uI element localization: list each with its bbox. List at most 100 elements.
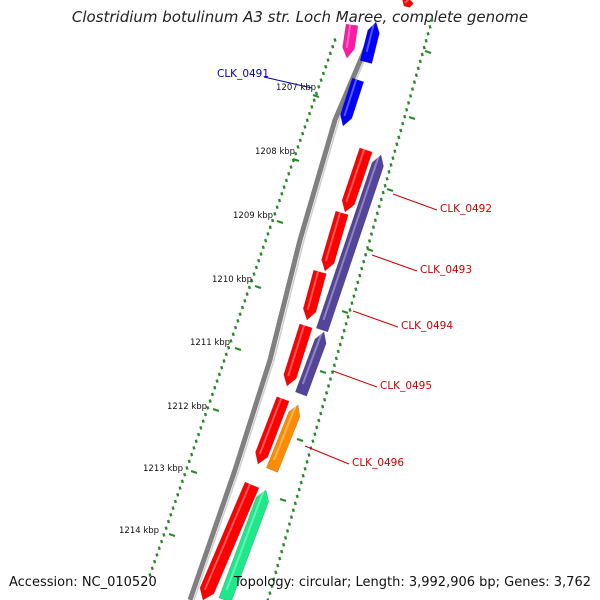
minor-tick: [272, 577, 276, 582]
minor-tick: [333, 38, 337, 42]
major-tick: [292, 157, 300, 163]
minor-tick: [358, 273, 362, 278]
minor-tick: [362, 259, 366, 264]
gene-arrow-shade: [345, 24, 352, 48]
minor-tick: [266, 598, 270, 600]
minor-tick: [294, 151, 298, 156]
minor-tick: [303, 466, 307, 471]
minor-tick: [408, 94, 413, 98]
gene-arrow-clk-0493: [321, 210, 349, 272]
minor-tick: [323, 397, 327, 402]
minor-tick: [199, 426, 203, 430]
minor-tick: [266, 232, 270, 236]
minor-tick: [412, 80, 417, 84]
gene-arrow-shade: [404, 0, 410, 4]
minor-tick: [187, 459, 191, 464]
minor-tick: [150, 566, 154, 571]
minor-tick: [406, 101, 411, 105]
gene-arrow-shade: [273, 403, 298, 461]
major-ticks: [168, 49, 432, 538]
major-tick: [319, 369, 327, 375]
minor-tick: [215, 379, 219, 383]
minor-tick: [213, 385, 217, 390]
minor-tick: [196, 432, 201, 437]
minor-tick: [379, 197, 383, 202]
minor-tick: [291, 508, 295, 513]
map-title: Clostridium botulinum A3 str. Loch Maree…: [71, 8, 529, 26]
minor-tick: [324, 64, 328, 69]
minor-tick: [414, 73, 418, 78]
gene-arrow-clk-0492: [341, 147, 373, 213]
major-tick: [279, 497, 287, 503]
gene-arrow: [342, 23, 359, 59]
gene-label-clk-0496: CLK_0496: [352, 457, 404, 469]
minor-tick: [190, 452, 194, 457]
labels: 1207 kbp 1208 kbp 1209 kbp 1210 kbp 1211 kbp…: [119, 68, 492, 536]
minor-tick: [233, 325, 238, 330]
minor-tick: [245, 292, 249, 296]
minor-tick: [403, 114, 407, 119]
minor-tick: [153, 559, 157, 564]
minor-tick: [148, 573, 152, 577]
leader-line: [392, 193, 438, 211]
minor-tick: [289, 515, 294, 519]
minor-tick: [301, 473, 305, 478]
minor-tick: [287, 171, 291, 176]
minor-tick: [252, 272, 256, 276]
minor-tick: [389, 163, 393, 167]
leader-line: [263, 76, 313, 89]
minor-tick: [350, 301, 354, 305]
minor-tick: [360, 266, 364, 271]
minor-ticks-inner: [148, 38, 337, 577]
minor-tick: [317, 84, 321, 89]
minor-tick: [395, 142, 399, 147]
major-tick: [276, 219, 284, 225]
gene-label-clk-0494: CLK_0494: [401, 320, 453, 332]
minor-tick: [293, 501, 297, 506]
minor-tick: [270, 218, 275, 223]
minor-tick: [220, 365, 224, 370]
minor-tick: [348, 308, 352, 312]
gene-arrow: [295, 331, 327, 397]
minor-tick: [305, 118, 309, 123]
minor-tick: [387, 170, 391, 174]
minor-tick: [405, 107, 409, 112]
minor-tick: [162, 533, 166, 537]
minor-tick: [364, 252, 368, 257]
major-tick: [341, 309, 349, 315]
minor-tick: [317, 418, 321, 423]
minor-tick: [371, 225, 376, 229]
minor-tick: [367, 239, 372, 243]
minor-tick: [311, 439, 315, 444]
minor-tick: [280, 549, 284, 554]
minor-tick: [284, 178, 289, 183]
minor-tick: [236, 319, 240, 323]
label-leader-lines: [263, 76, 438, 465]
minor-tick: [238, 312, 242, 317]
leader-line: [371, 254, 418, 272]
gene-arrow-shade: [258, 397, 283, 455]
major-tick: [190, 469, 198, 475]
minor-tick: [268, 225, 272, 230]
accession-label: Accession: NC_010520: [9, 575, 157, 590]
gene-arrow-clk-0494-shade: [306, 271, 320, 311]
minor-tick: [194, 439, 198, 444]
minor-tick: [338, 342, 342, 347]
minor-tick: [155, 553, 159, 557]
gene-arrow: [255, 396, 290, 465]
minor-tick: [303, 125, 307, 129]
minor-tick: [399, 128, 403, 133]
minor-tick: [375, 211, 379, 216]
gene-arrow: [199, 481, 260, 600]
gene-arrow-clk-0493-shade: [324, 212, 342, 262]
gene-arrow-shade: [301, 331, 324, 385]
minor-tick: [203, 412, 208, 417]
minor-tick: [164, 526, 168, 531]
gene-label-clk-0491: CLK_0491: [217, 68, 269, 80]
leader-line: [332, 370, 378, 388]
minor-tick: [401, 121, 405, 126]
major-tick: [296, 437, 304, 443]
minor-tick: [159, 539, 164, 544]
minor-tick: [301, 131, 305, 136]
